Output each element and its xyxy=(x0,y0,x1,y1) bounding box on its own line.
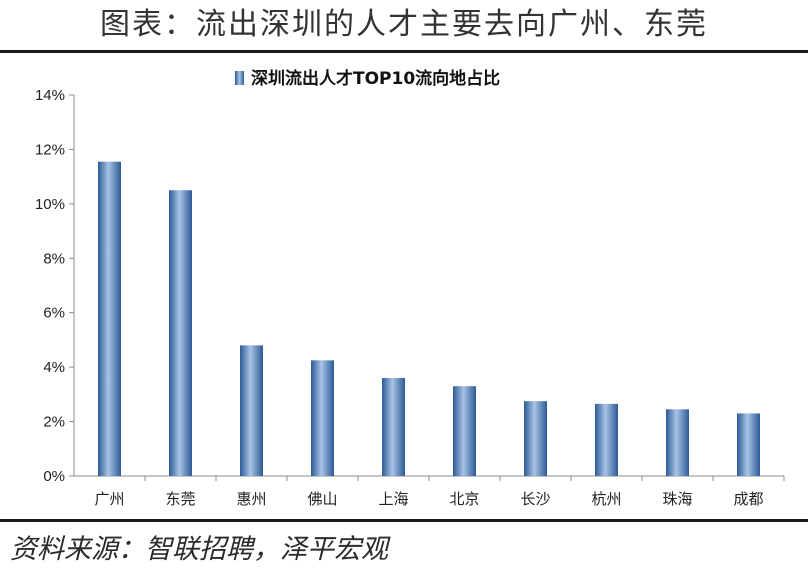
y-tick-label: 8% xyxy=(43,250,65,267)
chart-x-ticks: 广州 东莞 惠州 佛山 上海 北京 长沙 杭州 珠海 成都 xyxy=(94,490,763,508)
chart-title: 深圳流出人才TOP10流向地占比 xyxy=(251,68,500,89)
x-tick-label: 杭州 xyxy=(591,490,621,508)
bar xyxy=(382,378,405,476)
bar xyxy=(524,401,547,476)
bar xyxy=(240,345,263,476)
x-tick-label: 北京 xyxy=(449,490,479,508)
bar xyxy=(98,161,121,477)
x-tick-label: 上海 xyxy=(378,490,408,508)
y-tick-label: 2% xyxy=(43,414,65,431)
x-tick-label: 佛山 xyxy=(307,490,337,508)
y-tick-label: 0% xyxy=(43,468,65,485)
y-tick-label: 12% xyxy=(35,141,65,158)
x-tick-label: 惠州 xyxy=(236,490,266,508)
chart-y-ticks: 0% 2% 4% 6% 8% 10% 12% 14% xyxy=(35,87,74,485)
bar-chart: 深圳流出人才TOP10流向地占比 0% 2% 4% 6% 8% 10% 12% 14% 广州 东… xyxy=(0,54,808,516)
chart-bars xyxy=(98,161,760,477)
y-tick-label: 4% xyxy=(43,359,65,376)
y-tick-label: 6% xyxy=(43,305,65,322)
y-tick-label: 10% xyxy=(35,196,65,213)
chart-legend: 深圳流出人才TOP10流向地占比 xyxy=(235,68,500,89)
bar xyxy=(453,386,476,476)
x-tick-label: 成都 xyxy=(733,490,763,508)
bar xyxy=(595,403,618,476)
x-tick-label: 长沙 xyxy=(520,490,550,508)
bar-chart-svg: 深圳流出人才TOP10流向地占比 0% 2% 4% 6% 8% 10% 12% 14% 广州 东… xyxy=(35,68,785,508)
bar xyxy=(737,413,760,476)
source-note: 资料来源：智联招聘，泽平宏观 xyxy=(10,534,388,565)
legend-swatch xyxy=(235,71,244,85)
y-tick-label: 14% xyxy=(35,87,65,104)
x-tick-label: 珠海 xyxy=(662,490,692,508)
bar xyxy=(666,409,689,476)
bottom-divider xyxy=(0,519,808,522)
bar xyxy=(169,190,192,476)
x-tick-label: 东莞 xyxy=(165,490,195,508)
top-divider xyxy=(0,50,808,53)
bar xyxy=(311,360,334,476)
chart-axes xyxy=(73,95,785,481)
page-title: 图表：流出深圳的人才主要去向广州、东莞 xyxy=(100,7,708,42)
x-tick-label: 广州 xyxy=(94,490,124,508)
